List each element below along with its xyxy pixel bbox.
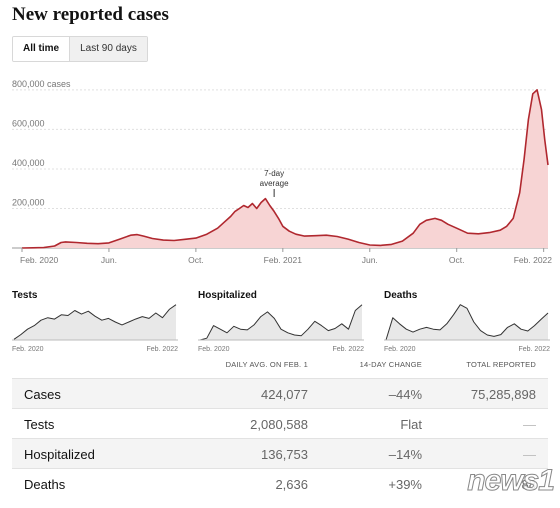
mini-area: [14, 304, 176, 340]
row-change: –14%: [388, 447, 422, 462]
row-label: Deaths: [24, 477, 66, 492]
row-daily-avg: 2,080,588: [250, 417, 308, 432]
tab-all-time[interactable]: All time: [13, 37, 71, 61]
y-tick-label: 600,000: [12, 118, 45, 128]
mini-line: [13, 304, 177, 340]
mini-line: [199, 304, 363, 341]
x-tick-label: Feb. 2021: [264, 255, 303, 265]
table-row: Hospitalized 136,753 –14% —: [12, 438, 548, 469]
cases-area: [22, 89, 548, 249]
annotation-text: average: [260, 179, 289, 188]
tab-last-90-days[interactable]: Last 90 days: [70, 37, 147, 61]
time-range-tabs: All time Last 90 days: [12, 36, 148, 62]
mini-title-deaths: Deaths: [384, 290, 418, 301]
page-title: New reported cases: [12, 4, 169, 25]
x-tick-label: Feb. 2020: [20, 255, 59, 265]
deaths-mini-chart: Feb. 2020 Feb. 2022: [384, 304, 550, 353]
header-total-reported: TOTAL REPORTED: [466, 360, 536, 369]
x-tick-label: Jun.: [101, 255, 117, 265]
row-daily-avg: 424,077: [261, 387, 308, 402]
mini-x-tick-label: Feb. 2022: [332, 346, 364, 353]
x-tick-label: Oct.: [449, 255, 465, 265]
header-daily-avg: DAILY AVG. ON FEB. 1: [225, 360, 308, 369]
table-row: Tests 2,080,588 Flat —: [12, 408, 548, 439]
mini-x-tick-label: Feb. 2020: [198, 346, 230, 353]
mini-x-tick-label: Feb. 2022: [146, 346, 178, 353]
news1-watermark-logo: news1: [467, 464, 556, 498]
y-tick-label: 800,000 cases: [12, 79, 71, 89]
row-change: +39%: [388, 477, 422, 492]
row-change: –44%: [388, 387, 422, 402]
mini-x-tick-label: Feb. 2022: [518, 346, 550, 353]
table-row: Cases 424,077 –44% 75,285,898: [12, 378, 548, 409]
row-label: Cases: [24, 387, 61, 402]
header-14-day-change: 14-DAY CHANGE: [359, 360, 422, 369]
row-total: —: [523, 417, 536, 432]
row-total: —: [523, 447, 536, 462]
mini-title-hospitalized: Hospitalized: [198, 290, 257, 301]
mini-x-tick-label: Feb. 2020: [12, 346, 44, 353]
y-tick-label: 400,000: [12, 158, 45, 168]
row-total: 88: [521, 477, 536, 492]
mini-line: [385, 304, 549, 341]
mini-x-tick-label: Feb. 2020: [384, 346, 416, 353]
x-tick-label: Feb. 2022: [514, 255, 553, 265]
row-change: Flat: [400, 417, 422, 432]
x-tick-label: Jun.: [362, 255, 378, 265]
row-label: Hospitalized: [24, 447, 95, 462]
row-total: 75,285,898: [470, 387, 536, 402]
mini-area: [200, 304, 362, 340]
y-tick-label: 200,000: [12, 197, 45, 207]
cases-line: [21, 89, 549, 249]
row-daily-avg: 136,753: [261, 447, 308, 462]
x-tick-label: Oct.: [188, 255, 204, 265]
table-row: Deaths 2,636 +39% 88: [12, 468, 548, 499]
mini-area: [386, 304, 548, 340]
cases-main-chart: 800,000 cases 600,000 400,000 200,000 Feb. 2…: [12, 79, 553, 265]
mini-title-tests: Tests: [12, 290, 38, 301]
row-daily-avg: 2,636: [275, 477, 308, 492]
annotation-text: 7-day: [264, 169, 284, 178]
row-label: Tests: [24, 417, 55, 432]
tests-mini-chart: Feb. 2020 Feb. 2022: [12, 304, 178, 353]
hospitalized-mini-chart: Feb. 2020 Feb. 2022: [198, 304, 364, 353]
